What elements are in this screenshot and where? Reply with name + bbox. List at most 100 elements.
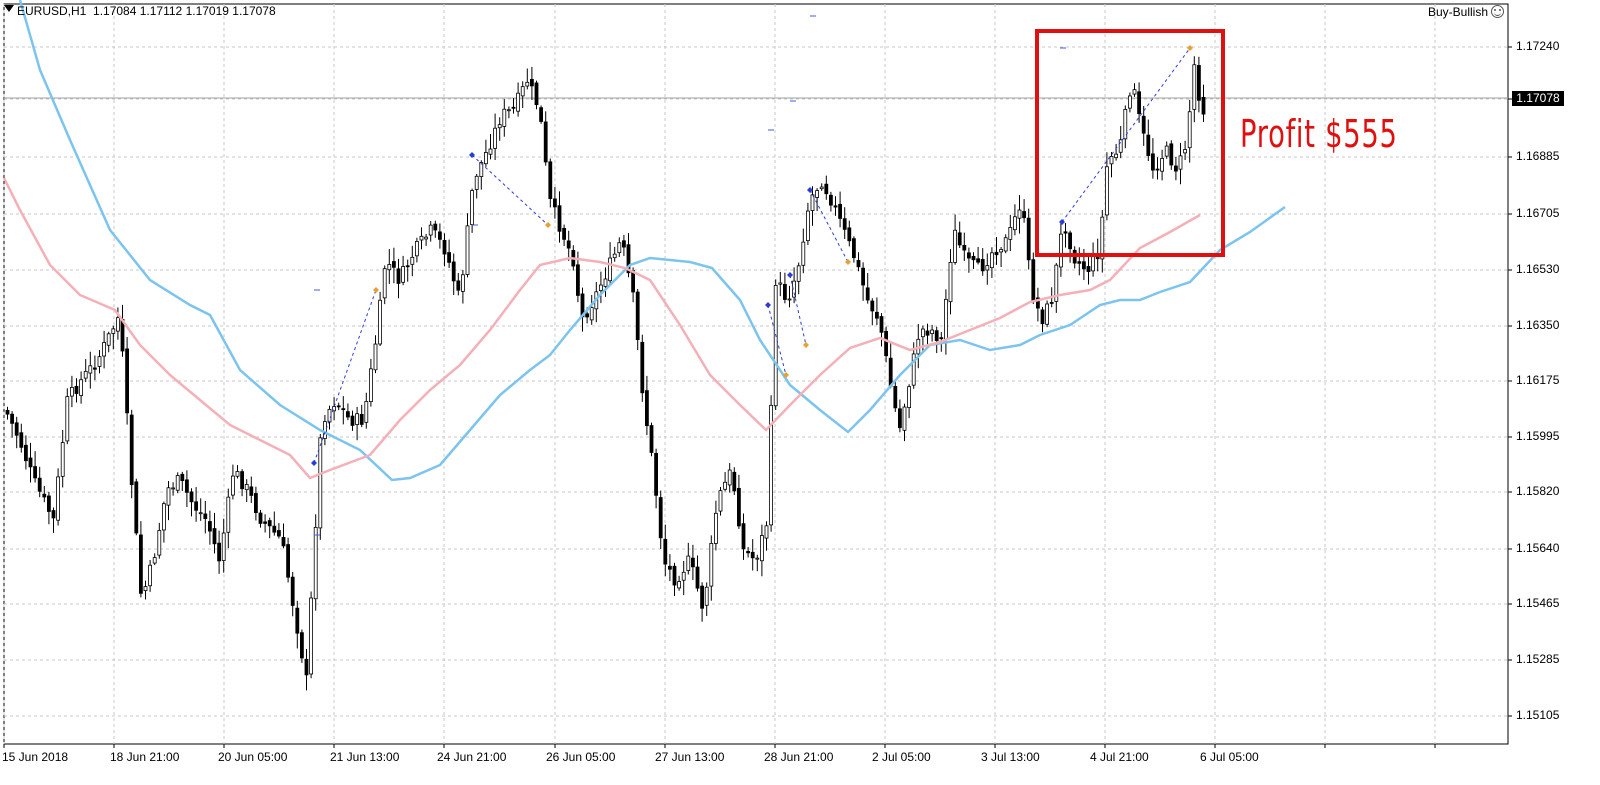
candle-body [663, 538, 668, 565]
candle-body [456, 280, 461, 291]
candle-body [460, 274, 465, 292]
candle-body [1164, 145, 1169, 157]
candle-body [714, 512, 718, 544]
candle-body [1187, 111, 1192, 149]
candle-body [737, 487, 741, 527]
candle-body [921, 328, 925, 338]
candle-body [631, 270, 635, 293]
candle-body [396, 268, 401, 284]
candle-body [258, 512, 263, 524]
candle-body [474, 175, 479, 190]
candle-body [175, 475, 180, 491]
candle-body [957, 232, 962, 246]
trade-line [767, 304, 787, 376]
candle-body [378, 299, 383, 345]
candle-body [304, 658, 309, 676]
candle-body [893, 386, 898, 409]
candle-body [727, 469, 732, 486]
candle-body [1192, 64, 1197, 110]
candle-body [424, 236, 429, 240]
candle-body [414, 241, 419, 257]
candle-body [309, 597, 314, 675]
price-axis-label: 1.15285 [1516, 652, 1560, 666]
candle-body [760, 535, 764, 562]
candle-body [1003, 237, 1008, 252]
candle-body [865, 287, 870, 301]
candle-body [718, 490, 723, 512]
time-axis-label: 15 Jun 2018 [2, 750, 69, 764]
candle-body [824, 183, 829, 195]
candle-body [530, 78, 534, 87]
candle-body [47, 495, 51, 512]
candle-body [562, 227, 566, 240]
candle-body [796, 265, 801, 282]
candle-body [451, 261, 456, 282]
price-axis-label: 1.15105 [1516, 708, 1560, 722]
candle-body [994, 251, 999, 256]
candle-body [1036, 297, 1040, 309]
candle-body [106, 333, 111, 346]
candle-body [1022, 211, 1026, 219]
candle-body [801, 241, 806, 266]
candle-body [263, 521, 268, 524]
candle-body [5, 409, 10, 415]
candle-body [589, 307, 594, 321]
candle-body [585, 313, 589, 318]
candle-body [134, 481, 139, 534]
candle-body [1091, 255, 1095, 272]
candle-body [838, 203, 842, 219]
candle-body [944, 298, 948, 340]
candle-body [111, 328, 116, 334]
candle-body [672, 565, 677, 586]
smiley-icon[interactable] [1491, 5, 1504, 18]
candle-body [410, 256, 415, 265]
candle-body [483, 152, 488, 165]
candle-body [1045, 303, 1049, 325]
candle-body [746, 550, 750, 554]
candle-body [249, 486, 254, 496]
candle-body [1197, 65, 1201, 101]
trade-line [809, 189, 849, 263]
candle-body [870, 300, 875, 312]
candle-body [138, 534, 143, 594]
candle-body [359, 413, 364, 425]
price-axis-label: 1.16705 [1516, 206, 1560, 220]
symbol-timeframe: EURUSD,H1 [17, 4, 87, 18]
time-axis-label: 28 Jun 21:00 [764, 750, 834, 764]
candle-body [276, 530, 281, 537]
expert-advisor-name[interactable]: Buy-Bullish [1427, 5, 1488, 19]
candle-body [755, 557, 760, 560]
plot-frame [3, 3, 1509, 745]
candle-body [709, 542, 714, 587]
candle-body [962, 245, 967, 251]
candle-body [980, 259, 985, 272]
price-axis-label: 1.15465 [1516, 596, 1560, 610]
price-axis-label: 1.15640 [1516, 541, 1560, 555]
candle-body [419, 235, 424, 241]
candle-body [51, 510, 56, 519]
candle-body [336, 405, 341, 408]
candle-body [861, 267, 865, 286]
candle-body [884, 331, 888, 357]
candle-body [1105, 166, 1109, 216]
candle-body [194, 501, 199, 511]
time-axis-label: 27 Jun 13:00 [655, 750, 725, 764]
candle-body [1077, 261, 1082, 264]
candle-body [299, 632, 304, 659]
candle-body [1123, 109, 1128, 140]
candle-body [985, 265, 990, 271]
candle-body [506, 109, 511, 112]
time-axis-label: 20 Jun 05:00 [218, 750, 288, 764]
candle-body [783, 283, 787, 300]
candle-body [212, 528, 217, 545]
candle-body [42, 493, 47, 498]
candle-body [829, 194, 833, 206]
candle-body [401, 266, 406, 283]
candle-body [691, 557, 695, 568]
candle-body [681, 571, 686, 581]
chart-menu-arrow-icon[interactable] [4, 5, 14, 12]
candle-body [511, 106, 516, 109]
candle-body [640, 341, 645, 394]
